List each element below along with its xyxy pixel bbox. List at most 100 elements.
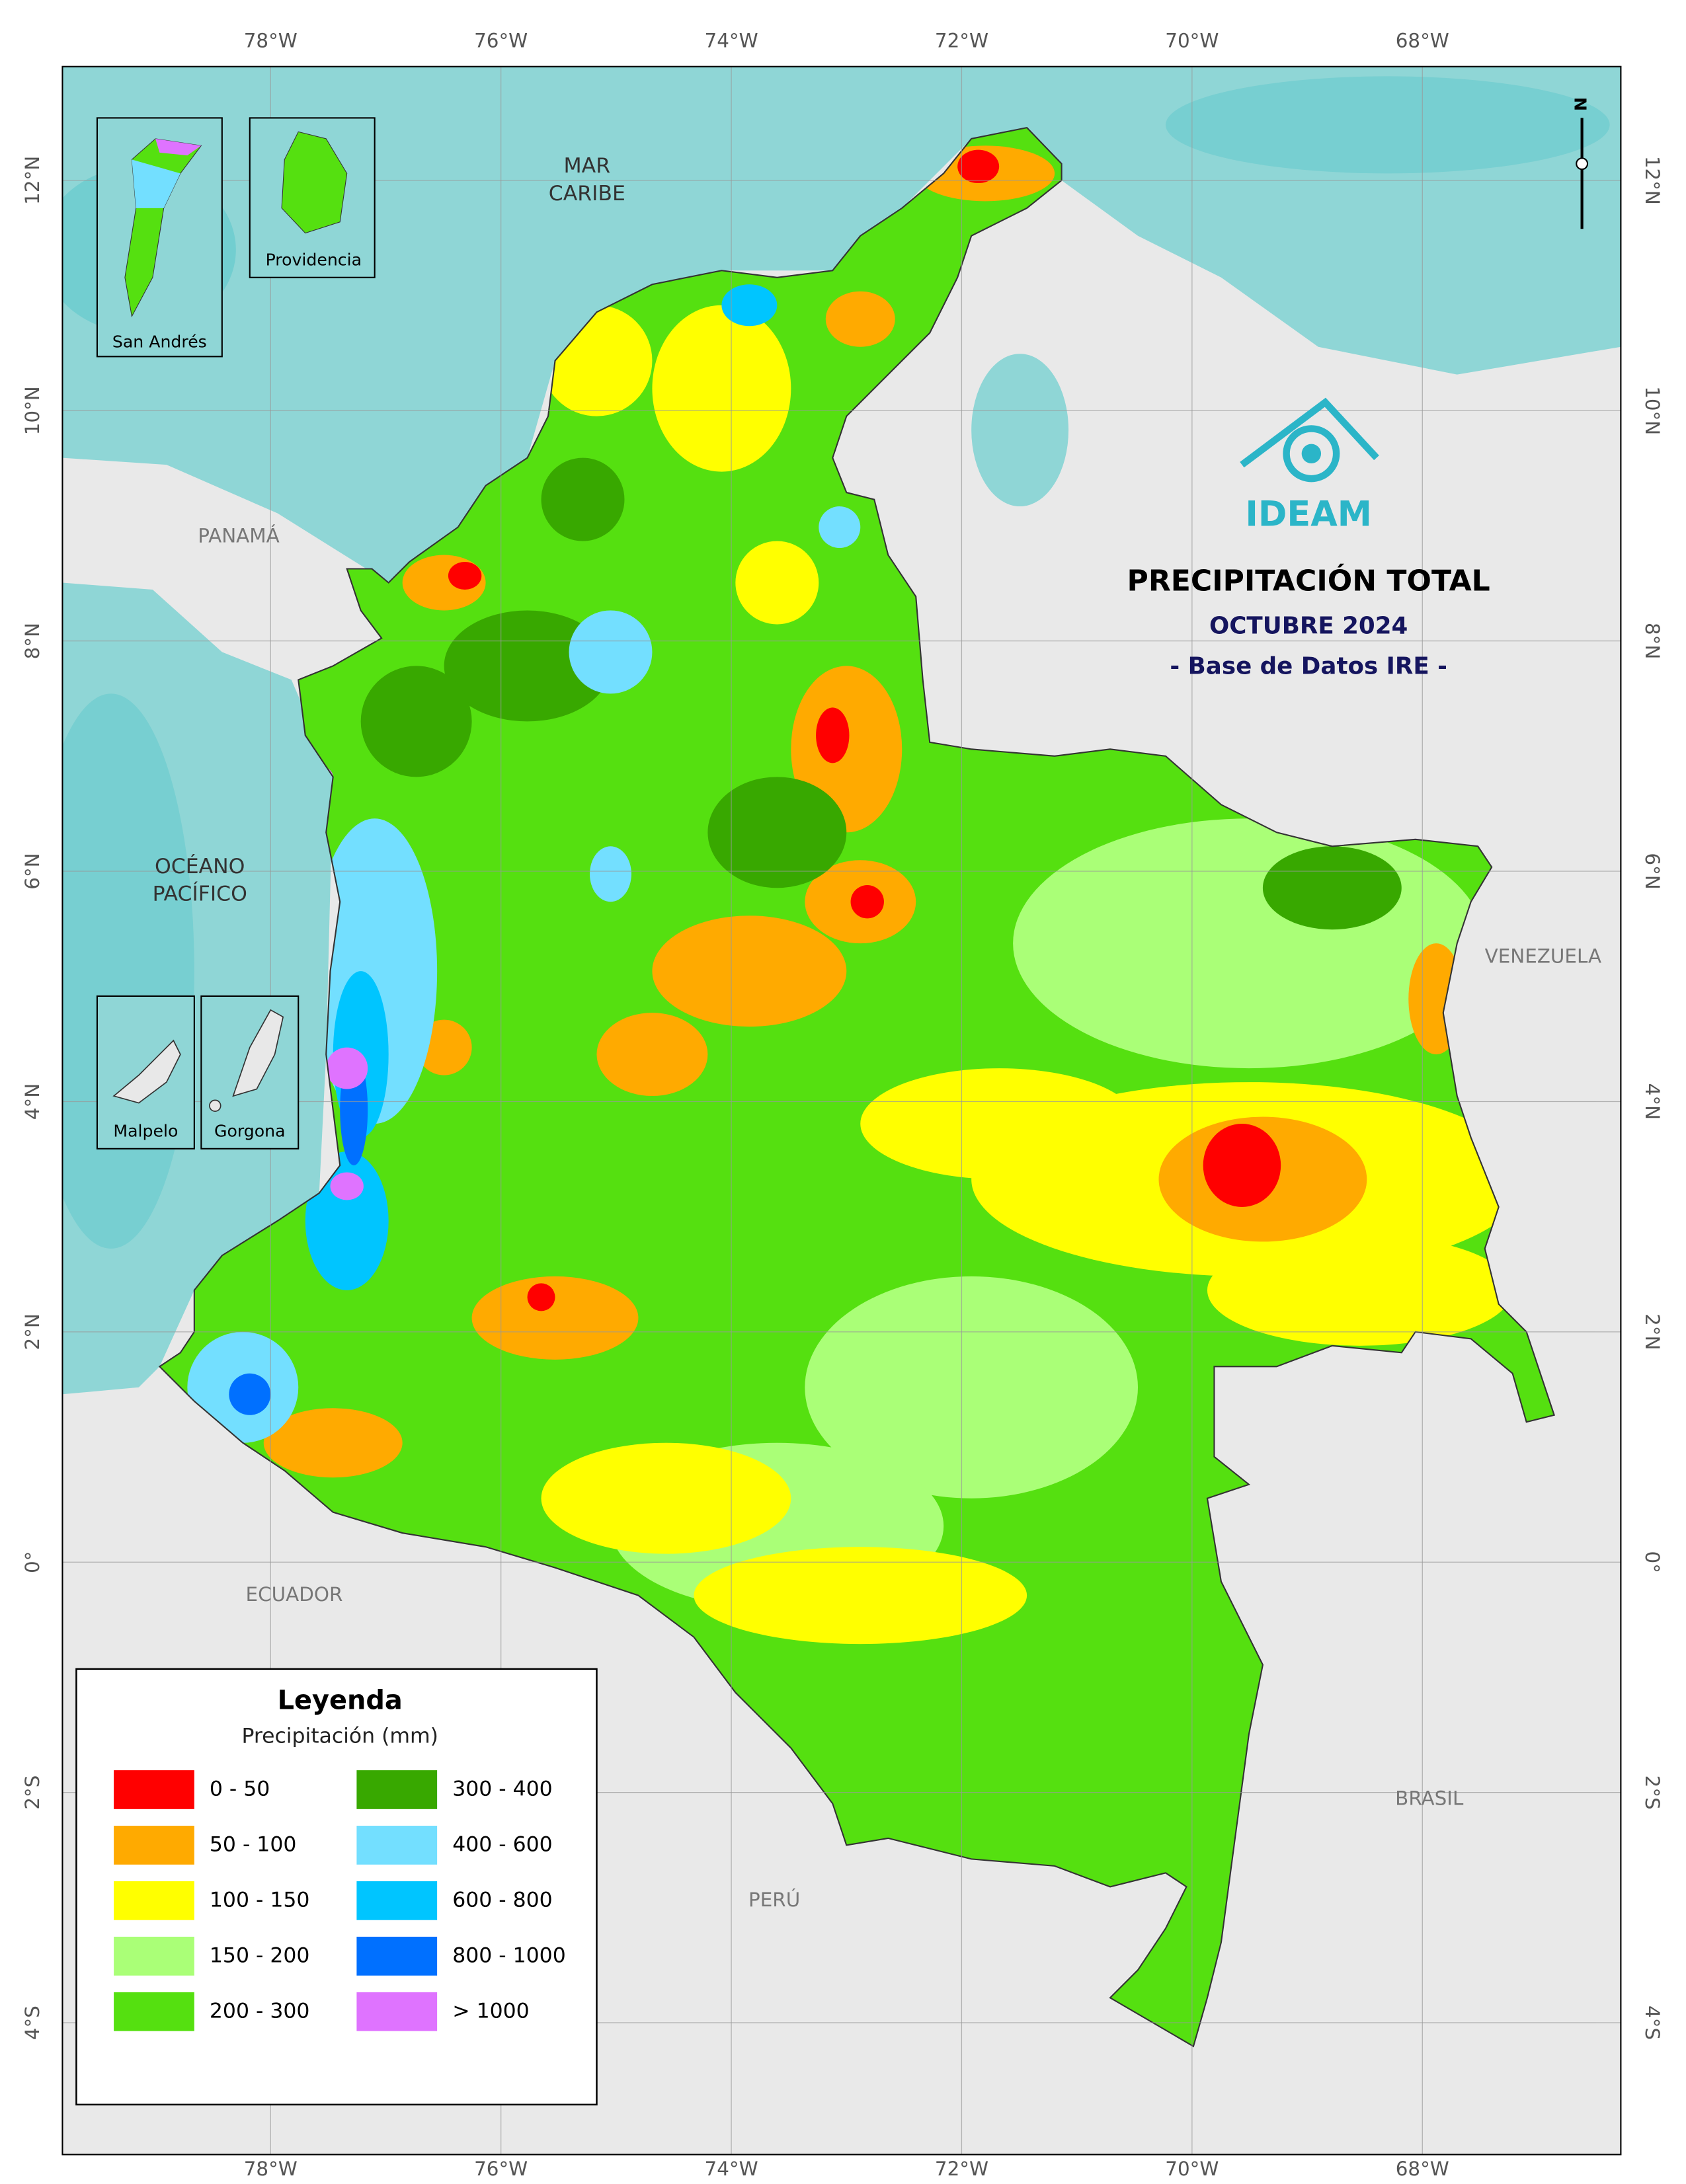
- country-label: ECUADOR: [246, 1583, 343, 1606]
- country-label: PANAMÁ: [198, 524, 279, 547]
- country-label: PERÚ: [748, 1887, 800, 1911]
- legend-label: 150 - 200: [210, 1943, 310, 1967]
- zone: [326, 1047, 368, 1089]
- lake-maracaibo: [971, 354, 1069, 507]
- lat-label-left: 4°S: [21, 2006, 44, 2040]
- logo-spiral: [1283, 425, 1340, 483]
- sea-label: MAR: [564, 154, 611, 178]
- islet: [209, 1099, 221, 1112]
- zone: [819, 506, 861, 549]
- map-frame: MAR CARIBE OCÉANO PACÍFICO PANAMÁ VENEZU…: [21, 29, 1664, 2180]
- zone: [860, 1068, 1139, 1179]
- lat-label-left: 0°: [21, 1551, 44, 1573]
- legend-swatch: [114, 1936, 194, 1976]
- island: [232, 1009, 284, 1097]
- logo-spiral: [1301, 444, 1322, 463]
- zone: [589, 846, 631, 902]
- zone: [707, 777, 847, 888]
- zone: [721, 284, 778, 327]
- legend: Leyenda Precipitación (mm) 0 - 50 50 - 10…: [75, 1668, 598, 2106]
- legend-swatch: [356, 1770, 438, 1809]
- zone: [448, 562, 482, 590]
- sea-label: PACÍFICO: [153, 881, 247, 906]
- lon-label-bottom: 78°W: [244, 2158, 298, 2180]
- zone: [527, 1283, 555, 1311]
- inset-label: San Andrés: [112, 332, 207, 351]
- north-label: N: [1572, 97, 1591, 111]
- inset-gorgona: Gorgona: [200, 995, 300, 1150]
- lat-label-left: 8°N: [21, 623, 44, 659]
- inset-label: Providencia: [266, 251, 362, 270]
- lon-label-bottom: 76°W: [474, 2158, 528, 2180]
- lat-label-left: 6°N: [21, 853, 44, 889]
- lon-label-top: 78°W: [244, 29, 298, 52]
- lon-label-top: 76°W: [474, 29, 528, 52]
- zone: [1262, 846, 1402, 930]
- legend-label: > 1000: [452, 1999, 529, 2023]
- zone: [694, 1547, 1027, 1645]
- logo-text: IDEAM: [1245, 494, 1372, 534]
- lat-label-right: 10°N: [1641, 386, 1664, 435]
- island: [281, 131, 348, 234]
- zone: [569, 610, 653, 694]
- precipitation-zones: [187, 145, 1527, 1645]
- north-arrow: N: [1572, 97, 1591, 229]
- country-label: VENEZUELA: [1485, 945, 1602, 968]
- zone: [541, 457, 625, 541]
- country-label: BRASIL: [1395, 1787, 1464, 1810]
- lon-label-bottom: 68°W: [1396, 2158, 1449, 2180]
- legend-label: 800 - 1000: [452, 1943, 566, 1967]
- lon-label-top: 68°W: [1396, 29, 1449, 52]
- deep-sea: [62, 693, 194, 1249]
- legend-label: 300 - 400: [452, 1777, 553, 1801]
- map-border: [61, 65, 1622, 2156]
- logo: IDEAM: [1240, 397, 1379, 534]
- legend-swatch: [114, 1992, 194, 2031]
- lat-label-right: 4°S: [1641, 2006, 1664, 2040]
- island: [112, 1039, 181, 1104]
- zone: [825, 291, 895, 347]
- lat-label-right: 0°: [1641, 1551, 1664, 1573]
- lon-label-bottom: 70°W: [1165, 2158, 1219, 2180]
- legend-title: Leyenda: [278, 1686, 403, 1716]
- zone: [735, 541, 819, 625]
- legend-swatch: [356, 1826, 438, 1865]
- inset-malpelo: Malpelo: [96, 995, 195, 1150]
- zone: [471, 1276, 639, 1360]
- inset-providencia: Providencia: [249, 117, 376, 278]
- legend-label: 200 - 300: [210, 1999, 310, 2023]
- map-title: PRECIPITACIÓN TOTAL: [1127, 563, 1490, 598]
- legend-label: 50 - 100: [210, 1832, 296, 1856]
- inset-label: Malpelo: [113, 1122, 178, 1141]
- zone: [444, 610, 611, 722]
- island-zone: [132, 159, 181, 208]
- legend-swatch: [356, 1881, 438, 1920]
- deep-sea: [1165, 76, 1610, 174]
- zone: [305, 1151, 389, 1290]
- lat-label-left: 2°S: [21, 1775, 44, 1810]
- sea-label: OCÉANO: [155, 853, 245, 878]
- lat-label-right: 2°N: [1641, 1313, 1664, 1350]
- inset-san-andres: San Andrés: [96, 117, 223, 358]
- legend-label: 400 - 600: [452, 1832, 553, 1856]
- legend-label: 100 - 150: [210, 1888, 310, 1912]
- lon-label-bottom: 74°W: [705, 2158, 758, 2180]
- zone: [541, 1442, 791, 1554]
- lon-label-bottom: 72°W: [935, 2158, 988, 2180]
- basemap: [62, 66, 1621, 2155]
- lon-label-top: 72°W: [935, 29, 988, 52]
- lat-label-left: 12°N: [21, 156, 44, 205]
- lon-label-top: 70°W: [1165, 29, 1219, 52]
- zone: [652, 305, 791, 472]
- zone: [850, 885, 884, 919]
- zone: [596, 1013, 708, 1097]
- legend-swatch: [356, 1992, 438, 2031]
- zone: [1207, 1234, 1513, 1346]
- zone: [1203, 1124, 1281, 1207]
- legend-subtitle: Precipitación (mm): [241, 1725, 438, 1748]
- legend-swatch: [356, 1936, 438, 1976]
- zone: [957, 149, 1000, 184]
- zone: [816, 707, 850, 763]
